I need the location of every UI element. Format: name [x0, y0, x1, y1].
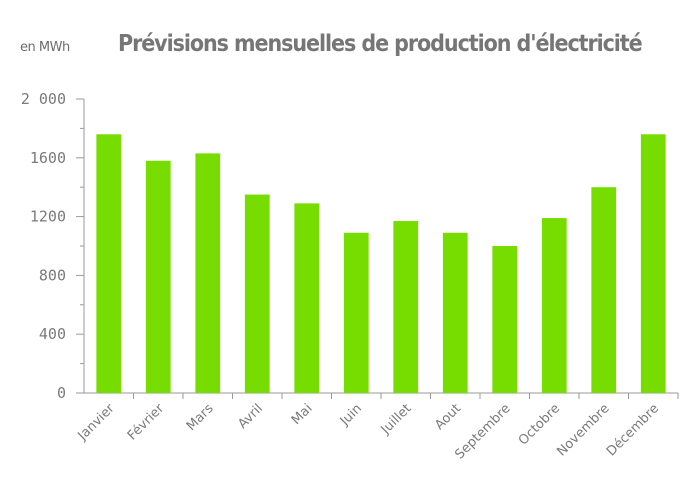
bar-avril	[244, 194, 270, 393]
x-axis: Janvier Février Mars Avril Mai Juin Juillet Aou…	[75, 392, 679, 462]
bar-mars	[195, 153, 221, 393]
x-tick-label: Mars	[184, 401, 217, 434]
x-tick-label: Octobre	[516, 401, 563, 448]
x-tick-label: Décembre	[604, 401, 662, 459]
bars	[96, 134, 666, 393]
x-tick-label: Février	[125, 401, 168, 444]
y-tick-label: 2 000	[21, 90, 66, 108]
x-tick-label: Avril	[235, 401, 266, 432]
bar-septembre	[492, 246, 518, 393]
y-tick-label: 800	[39, 266, 66, 284]
x-tick-label: Janvier	[75, 401, 118, 444]
bar-janvier	[96, 134, 122, 393]
y-tick-label: 1600	[30, 149, 66, 167]
x-tick-label: Mai	[289, 401, 316, 428]
y-tick-label: 0	[57, 384, 66, 402]
bar-février	[145, 160, 171, 393]
chart-title: Prévisions mensuelles de production d'él…	[118, 31, 643, 57]
bar-aout	[442, 232, 468, 393]
bar-juin	[343, 232, 369, 393]
bar-juillet	[393, 221, 419, 393]
y-tick-label: 400	[39, 325, 66, 343]
unit-label: en MWh	[20, 40, 70, 55]
bar-novembre	[591, 187, 617, 393]
x-tick-label: Juillet	[378, 401, 415, 438]
x-tick-label: Aout	[432, 401, 464, 433]
x-tick-label: Novembre	[554, 401, 612, 459]
y-tick-label: 1200	[30, 208, 66, 226]
x-tick-label: Juin	[337, 401, 365, 429]
bar-mai	[294, 203, 320, 393]
bar-décembre	[640, 134, 666, 393]
y-axis: 0 400 800 1200 1600 2 000	[21, 90, 85, 402]
bar-octobre	[541, 218, 567, 393]
